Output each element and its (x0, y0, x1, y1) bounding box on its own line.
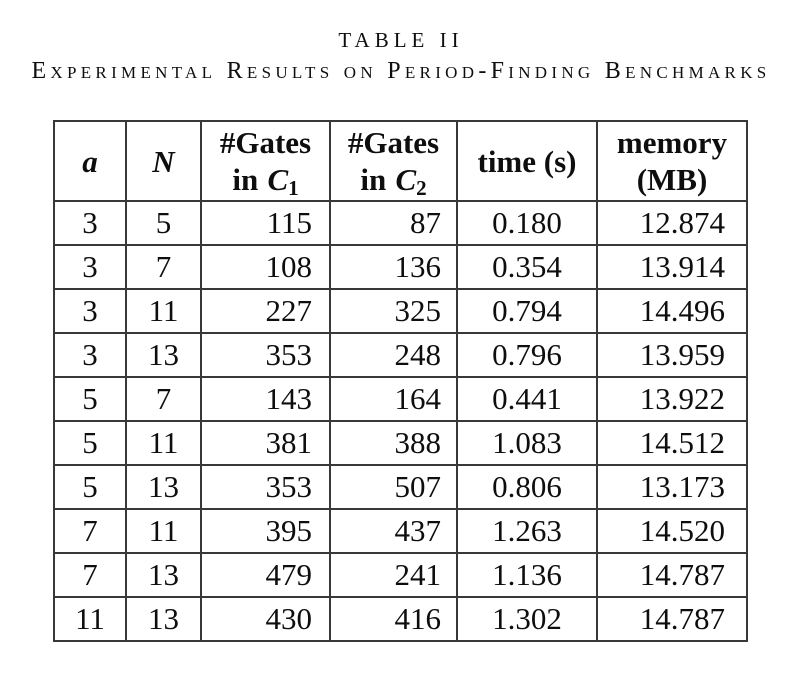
header-a-label: a (82, 143, 98, 179)
header-gates-c1-subscript: 1 (288, 176, 299, 200)
cell-time: 1.302 (456, 596, 598, 642)
cell-n: 13 (125, 332, 202, 378)
cell-time: 1.136 (456, 552, 598, 598)
cell-gates-c2: 136 (329, 244, 458, 290)
cell-gates-c1: 108 (200, 244, 331, 290)
header-a: a (53, 120, 127, 202)
cell-time: 0.794 (456, 288, 598, 334)
cell-gates-c1: 143 (200, 376, 331, 422)
table-body: 3 5 115 87 0.180 12.874 3 7 108 136 0.35… (53, 200, 748, 642)
table-row: 5 7 143 164 0.441 13.922 (53, 376, 748, 422)
cell-memory: 14.512 (596, 420, 748, 466)
cell-time: 0.180 (456, 200, 598, 246)
cell-n: 11 (125, 420, 202, 466)
cell-time: 0.806 (456, 464, 598, 510)
header-gates-c2-line1: #Gates (347, 125, 440, 160)
cell-memory: 13.922 (596, 376, 748, 422)
cell-a: 5 (53, 464, 127, 510)
cell-gates-c1: 479 (200, 552, 331, 598)
header-gates-c1-line1: #Gates (219, 125, 312, 160)
cell-n: 11 (125, 288, 202, 334)
header-gates-c2: #Gates in C2 (329, 120, 458, 202)
table-header: a N #Gates in C1 #Gates in C2 time (s) mem… (53, 120, 748, 202)
cell-n: 13 (125, 596, 202, 642)
table-row: 11 13 430 416 1.302 14.787 (53, 596, 748, 642)
cell-a: 3 (53, 244, 127, 290)
cell-a: 7 (53, 552, 127, 598)
cell-a: 11 (53, 596, 127, 642)
table-row: 5 11 381 388 1.083 14.512 (53, 420, 748, 466)
table-row: 7 13 479 241 1.136 14.787 (53, 552, 748, 598)
header-gates-c1-line2: in C1 (203, 161, 328, 200)
header-row: a N #Gates in C1 #Gates in C2 time (s) mem… (53, 120, 748, 202)
cell-a: 3 (53, 332, 127, 378)
cell-memory: 12.874 (596, 200, 748, 246)
cell-gates-c2: 164 (329, 376, 458, 422)
header-memory-line1: memory (616, 125, 728, 160)
cell-time: 0.354 (456, 244, 598, 290)
header-gates-c1-prefix: in (232, 162, 259, 197)
table-row: 3 11 227 325 0.794 14.496 (53, 288, 748, 334)
table-caption: TABLE II Experimental Results on Period-… (0, 26, 802, 87)
header-gates-c2-symbol: C (395, 162, 417, 197)
header-n-label: N (152, 143, 175, 179)
cell-gates-c2: 437 (329, 508, 458, 554)
cell-memory: 13.959 (596, 332, 748, 378)
header-memory: memory (MB) (596, 120, 748, 202)
header-gates-c1-symbol: C (267, 162, 289, 197)
cell-n: 13 (125, 464, 202, 510)
cell-gates-c1: 381 (200, 420, 331, 466)
table-row: 3 7 108 136 0.354 13.914 (53, 244, 748, 290)
cell-n: 11 (125, 508, 202, 554)
cell-a: 3 (53, 288, 127, 334)
header-n: N (125, 120, 202, 202)
cell-memory: 13.173 (596, 464, 748, 510)
cell-gates-c2: 248 (329, 332, 458, 378)
cell-memory: 14.496 (596, 288, 748, 334)
cell-memory: 14.787 (596, 552, 748, 598)
cell-gates-c1: 227 (200, 288, 331, 334)
cell-memory: 13.914 (596, 244, 748, 290)
header-gates-c2-subscript: 2 (416, 176, 427, 200)
header-time: time (s) (456, 120, 598, 202)
cell-gates-c2: 507 (329, 464, 458, 510)
table-row: 3 13 353 248 0.796 13.959 (53, 332, 748, 378)
cell-a: 5 (53, 376, 127, 422)
header-gates-c2-line2: in C2 (332, 161, 455, 200)
cell-n: 5 (125, 200, 202, 246)
cell-memory: 14.787 (596, 596, 748, 642)
cell-gates-c1: 353 (200, 464, 331, 510)
cell-a: 7 (53, 508, 127, 554)
header-memory-line2: (MB) (636, 162, 708, 197)
cell-gates-c2: 87 (329, 200, 458, 246)
cell-gates-c2: 416 (329, 596, 458, 642)
header-gates-c2-prefix: in (360, 162, 387, 197)
table-row: 3 5 115 87 0.180 12.874 (53, 200, 748, 246)
cell-n: 7 (125, 244, 202, 290)
table-row: 5 13 353 507 0.806 13.173 (53, 464, 748, 510)
cell-time: 1.263 (456, 508, 598, 554)
cell-gates-c2: 325 (329, 288, 458, 334)
table-row: 7 11 395 437 1.263 14.520 (53, 508, 748, 554)
cell-time: 1.083 (456, 420, 598, 466)
cell-gates-c1: 115 (200, 200, 331, 246)
cell-a: 3 (53, 200, 127, 246)
cell-n: 13 (125, 552, 202, 598)
header-gates-c1: #Gates in C1 (200, 120, 331, 202)
cell-gates-c1: 353 (200, 332, 331, 378)
cell-gates-c1: 430 (200, 596, 331, 642)
cell-gates-c2: 241 (329, 552, 458, 598)
results-table: a N #Gates in C1 #Gates in C2 time (s) mem… (53, 120, 748, 642)
cell-time: 0.796 (456, 332, 598, 378)
cell-a: 5 (53, 420, 127, 466)
cell-gates-c2: 388 (329, 420, 458, 466)
cell-n: 7 (125, 376, 202, 422)
table-caption-number: TABLE II (338, 28, 464, 52)
cell-memory: 14.520 (596, 508, 748, 554)
cell-gates-c1: 395 (200, 508, 331, 554)
cell-time: 0.441 (456, 376, 598, 422)
table-caption-title: Experimental Results on Period-Finding B… (31, 58, 771, 84)
